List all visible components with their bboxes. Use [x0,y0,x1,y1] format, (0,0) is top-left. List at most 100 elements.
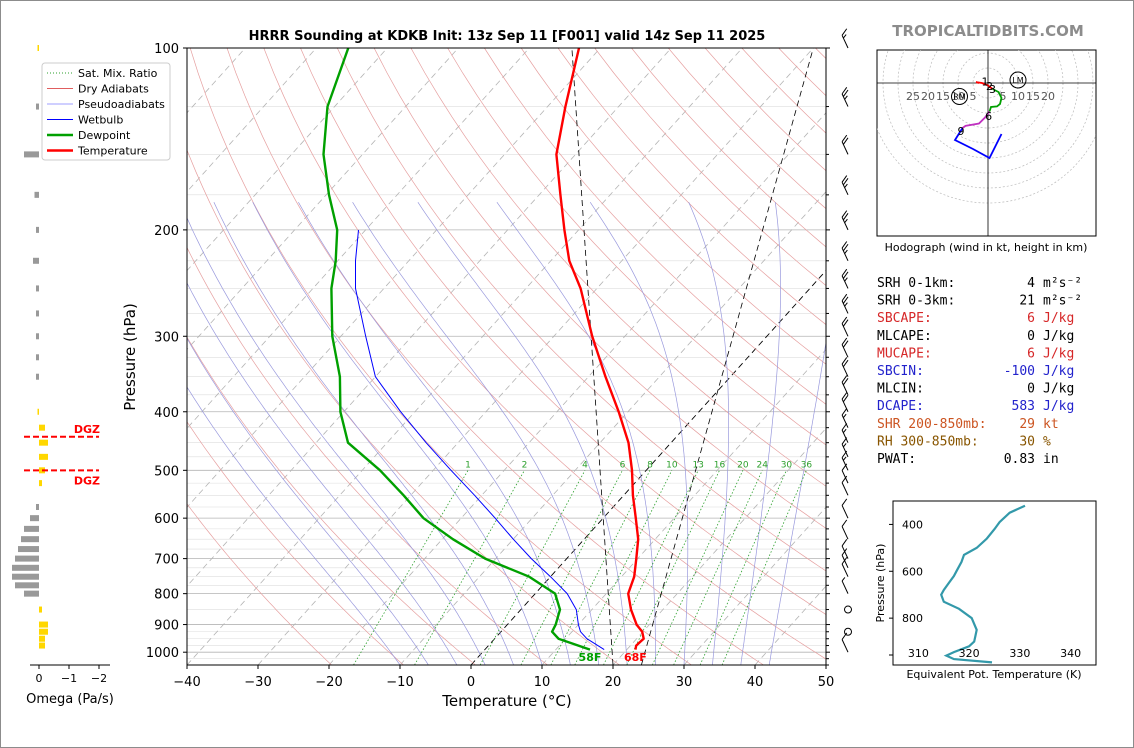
profile-temperature [555,48,645,650]
mixing-ratio-label: 8 [647,460,653,470]
mixing-ratio-line [353,470,469,665]
barb-half-flag [842,34,847,39]
hodograph-range-label: 25 [906,90,920,103]
dgz-label: DGZ [74,423,100,436]
isotherm-line [257,48,814,665]
reference-dashed-line [641,48,814,665]
barb-flag [841,86,848,95]
barb-flag [842,213,849,221]
barb-flag [841,337,848,345]
omega-tick-label: −1 [61,672,77,685]
skewt-y-axis-label: Pressure (hPa) [121,303,139,411]
omega-bar [37,408,39,415]
wind-barb-icon [841,134,849,155]
stat-value: 6 [1027,346,1035,361]
legend-entry: Temperature [77,145,148,158]
wind-barb-icon [841,375,849,396]
legend-entry: Dry Adiabats [78,83,149,96]
wind-barb-icon [841,475,849,496]
omega-bar [39,439,48,446]
stat-unit: J/kg [1043,329,1074,344]
isotherm-line [187,48,317,193]
pseudoadiabat [252,202,543,665]
theta-e-x-tick-label: 340 [1060,647,1081,660]
stat-value: 21 [1019,294,1035,309]
omega-bar [39,635,45,642]
theta-e-profile [939,504,1026,664]
barb-flag [842,340,849,348]
pseudoadiabat [187,217,486,665]
dry-adiabat [187,246,548,665]
wind-barb-icon [841,519,849,540]
hodograph-range-label: 10 [1011,90,1025,103]
barb-staff [841,414,849,428]
omega-tick-label: 0 [36,672,43,685]
stat-label: MUCAPE: [877,346,932,361]
stat-unit: m²s⁻² [1043,276,1082,291]
y-tick-label: 200 [154,224,179,239]
omega-panel: 0 −1 −2 DGZ DGZ [12,45,110,685]
legend-entry: Wetbulb [78,114,123,127]
wind-barb-icon [841,86,849,107]
isotherm-line [541,348,826,665]
omega-bar [37,45,39,51]
wind-barb-icon [841,268,849,289]
barb-flag [842,394,849,403]
wind-barb-icon [841,316,849,337]
legend-entry: Dewpoint [78,129,131,142]
barb-staff [841,505,849,519]
pseudoadiabat [688,202,729,665]
hodograph-range-label: 15 [1026,90,1040,103]
x-tick-label: −10 [386,675,413,690]
pseudoadiabat [589,202,689,665]
x-tick-label: 50 [818,675,835,690]
hodograph-range-label: 15 [936,90,950,103]
dry-adiabat [484,48,826,405]
omega-bar [33,257,39,264]
theta-e-x-axis-label: Equivalent Pot. Temperature (K) [906,668,1081,681]
barb-flag [842,359,849,368]
barb-staff [841,141,849,155]
wind-barbs [841,28,852,653]
barb-half-flag [844,95,848,100]
mixing-ratio-line [520,470,623,665]
barb-half-flag [842,443,847,448]
x-tick-label: −40 [173,675,200,690]
stat-value: 0.83 [1004,452,1035,467]
mixing-ratio-line [699,470,787,665]
y-tick-label: 300 [154,330,179,345]
wind-barb-icon [841,632,849,653]
barb-flag [841,408,848,416]
isotherm-line [187,48,743,665]
omega-bar [36,226,39,233]
theta-e-x-tick-label: 330 [1009,647,1030,660]
storm-motion-label: RM [953,93,966,102]
x-tick-label: −30 [244,675,271,690]
stat-value: 30 [1019,434,1035,449]
stat-value: -100 [1004,364,1035,379]
wind-barb-icon [841,28,849,49]
hodograph-caption: Hodograph (wind in kt, height in km) [885,241,1088,254]
barb-flag [841,539,848,547]
barb-staff [841,216,849,231]
barb-flag [841,498,848,506]
omega-bar [39,480,42,487]
wind-barb-icon [841,577,849,594]
theta-e-plot: 310 320 330 340 400 600 800 [889,504,1081,664]
omega-bar [39,628,48,635]
barb-staff [841,323,849,337]
barb-flag [841,548,848,556]
omega-bar [12,573,39,580]
pseudoadiabat [187,337,429,665]
barb-half-flag [844,277,848,282]
x-tick-label: 30 [676,675,693,690]
wind-barb-icon [841,241,849,261]
mixing-ratio-line [574,470,673,665]
barb-staff [841,639,849,653]
barb-half-flag [844,302,848,307]
barb-flag [841,375,848,383]
mixing-ratio-label: 10 [666,460,678,470]
wind-barb-icon [841,357,849,377]
skewt-x-axis-label: Temperature (°C) [441,692,571,710]
